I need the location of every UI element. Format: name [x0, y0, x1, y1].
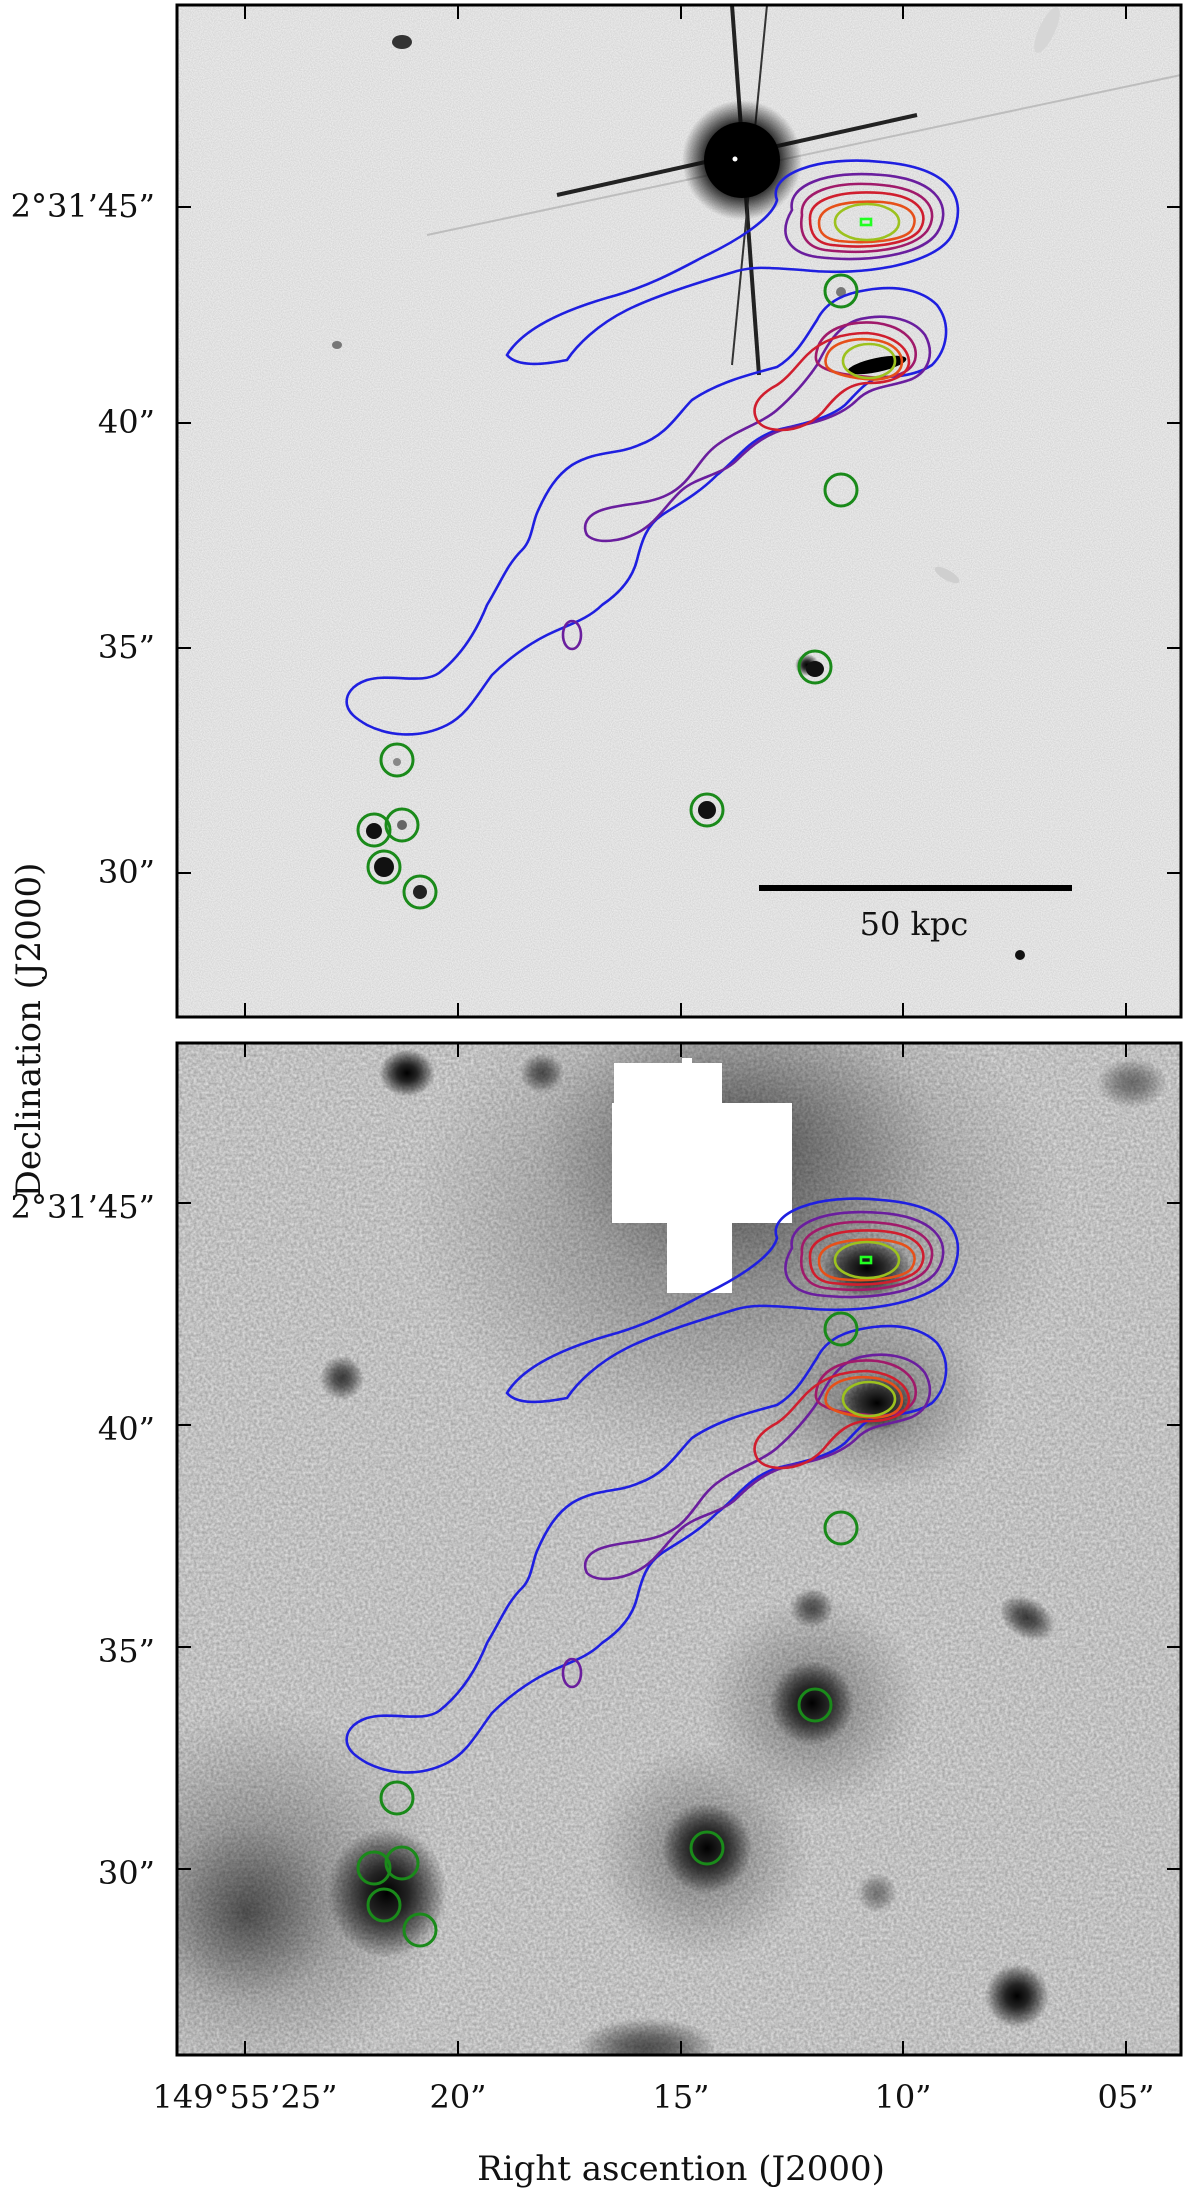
- ra-tick-1: 20”: [429, 2078, 486, 2116]
- x-axis-label: Right ascention (J2000): [477, 2149, 885, 2189]
- bottom-panel: [175, 1041, 1183, 2057]
- dec-tick-bottom-3: 30”: [98, 1854, 155, 1892]
- bright-star: [556, 5, 918, 376]
- ra-tick-0: 149°55’25”: [152, 2078, 337, 2116]
- y-axis-label: Declination (J2000): [9, 863, 49, 1198]
- ra-tick-4: 05”: [1097, 2078, 1154, 2116]
- bottom-panel-frame: [175, 1041, 1183, 2057]
- ra-tick-3: 10”: [874, 2078, 931, 2116]
- dec-tick-bottom-0: 2°31’45”: [11, 1188, 155, 1226]
- dec-tick-top-1: 40”: [98, 403, 155, 441]
- top-panel: [175, 3, 1183, 1019]
- dec-tick-top-0: 2°31’45”: [11, 187, 155, 225]
- dec-tick-bottom-2: 35”: [98, 1632, 155, 1670]
- masked-region: [612, 1058, 792, 1293]
- dec-tick-top-3: 30”: [98, 853, 155, 891]
- scale-bar-label: 50 kpc: [860, 905, 969, 943]
- top-panel-frame: [175, 3, 1183, 1019]
- dec-tick-bottom-1: 40”: [98, 1410, 155, 1448]
- ra-tick-2: 15”: [652, 2078, 709, 2116]
- dec-tick-top-2: 35”: [98, 628, 155, 666]
